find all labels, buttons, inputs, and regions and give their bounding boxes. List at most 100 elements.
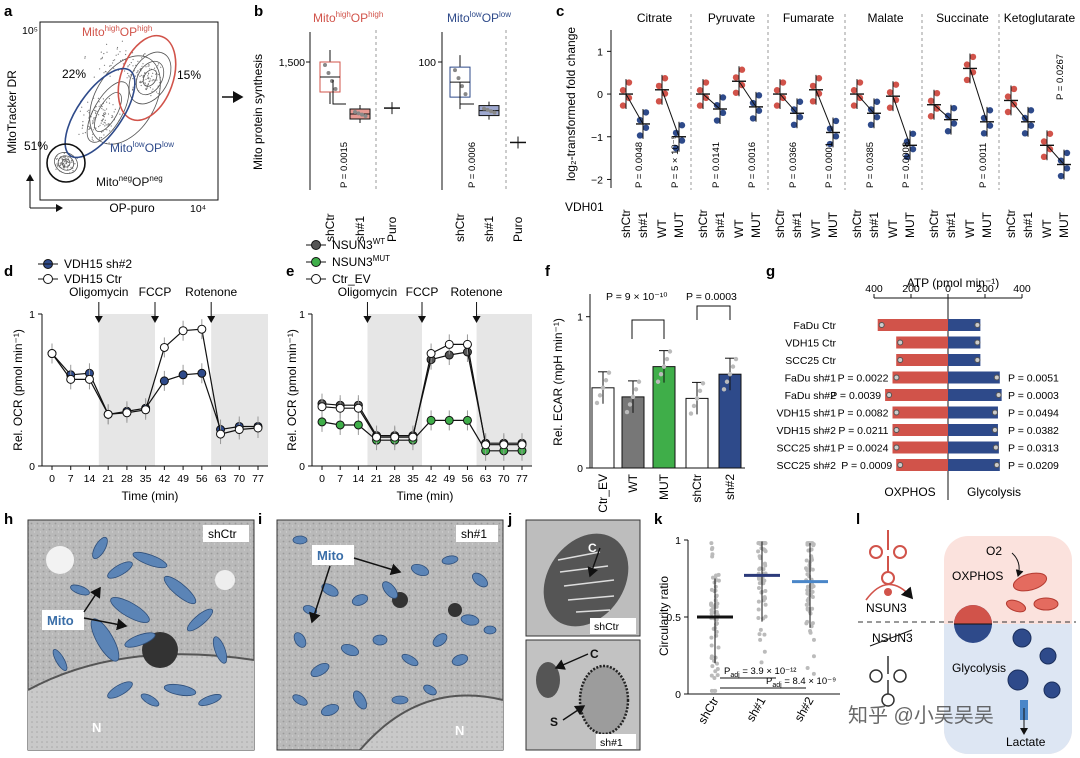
facs-dot	[109, 130, 111, 132]
ocr-x-tick-label: 70	[233, 473, 245, 485]
ocr-x-tick-label: 35	[407, 473, 419, 485]
c-category-label: WT	[809, 219, 823, 238]
c-data-point	[672, 129, 680, 137]
c-data-point	[886, 104, 894, 111]
c-category-label: MUT	[903, 211, 917, 238]
ocr-data-point	[84, 374, 94, 384]
facs-y-label: MitoTracker DR	[5, 70, 19, 154]
facs-dot	[134, 75, 137, 77]
g-glycolysis-bar	[948, 459, 1000, 471]
c-pvalue-mut: P = 0.0267	[1055, 54, 1066, 100]
k-data-point	[714, 629, 719, 634]
g-point	[995, 392, 1002, 398]
e-legend-marker-ev	[311, 274, 321, 284]
c-data-point	[619, 87, 627, 94]
facs-dot	[100, 137, 103, 139]
facs-dot	[126, 77, 128, 79]
ocr-x-tick-label: 63	[480, 473, 492, 485]
c-data-point	[856, 79, 864, 86]
panel-letter-k: k	[654, 511, 663, 528]
f-data-point	[727, 371, 733, 377]
mito-shape	[292, 694, 308, 706]
facs-dot	[149, 87, 151, 89]
c-data-point	[944, 112, 952, 120]
e-legend-marker-mut	[311, 257, 321, 267]
e-legend-label-mut: NSUN3MUT	[332, 254, 390, 269]
ocr-data-point	[141, 405, 151, 415]
facs-dot	[107, 124, 109, 126]
facs-dot	[98, 114, 100, 116]
facs-dot	[139, 68, 141, 70]
facs-dot	[88, 128, 90, 130]
f-category-label: Ctr_EV	[596, 474, 610, 513]
c-data-point	[619, 102, 627, 109]
k-data-point	[756, 576, 761, 581]
ocr-data-point	[426, 349, 436, 359]
c-data-point	[980, 130, 988, 137]
d-ocr-chart: 1 0 0 7 14 21 28 35 42 49 56 63 70 77 Oligomycin FCCP Ro…	[29, 285, 268, 485]
g-atp-chart: 400 200 0 200 400 FaDu Ctr VDH15 Ctr SCC25 Ctr F…	[776, 283, 1059, 500]
g-oxphos-bar	[885, 389, 948, 401]
facs-dot	[92, 129, 94, 131]
c-metabolite-title: Fumarate	[783, 11, 835, 25]
k-data-point	[712, 675, 717, 680]
c-data-point	[796, 98, 804, 105]
f-data-point	[721, 387, 727, 392]
ocr-drug-label: FCCP	[406, 285, 439, 299]
facs-dot	[95, 106, 97, 108]
facs-dot	[152, 79, 154, 81]
c-category-label: shCtr	[927, 209, 941, 238]
panel-c: log₂-transformed fold change 1 0 −1 −2 Citr…	[564, 11, 1076, 238]
facs-dot	[55, 168, 57, 170]
h-mito-label: Mito	[47, 613, 74, 628]
panel-letter-e: e	[286, 263, 294, 280]
facs-dot	[124, 70, 126, 72]
panel-f: Rel. ECAR (mpH min⁻¹) 1 0 Ctr_EV WT MUT shCtr…	[551, 291, 745, 513]
facs-dot	[152, 72, 154, 74]
k-pvalue-1: Padj = 3.9 × 10⁻¹²	[724, 666, 796, 679]
facs-dot	[145, 88, 147, 90]
facs-dot	[141, 57, 143, 59]
facs-contour	[57, 155, 75, 171]
ocr-x-tick-label: 70	[498, 473, 510, 485]
b-box-dot	[485, 107, 490, 112]
ocr-x-tick-label: 35	[140, 473, 152, 485]
facs-dot	[147, 83, 149, 85]
mito-shape	[340, 643, 360, 657]
k-data-point	[756, 549, 761, 554]
k-data-point	[808, 630, 813, 635]
facs-dot	[147, 84, 149, 86]
c-data-point	[886, 89, 894, 96]
c-data-point	[1057, 172, 1065, 180]
b-right-pvalue: P = 0.0006	[467, 142, 478, 188]
k-data-point	[804, 621, 809, 626]
k-data-point	[715, 667, 720, 672]
d-legend-label-sh2: VDH15 sh#2	[64, 257, 132, 271]
c-data-point	[950, 120, 958, 127]
g-x-tick-label: 0	[945, 283, 951, 295]
facs-dot	[140, 74, 142, 76]
facs-contour	[128, 51, 172, 105]
c-metabolite-title: Succinate	[936, 11, 989, 25]
facs-dot	[83, 114, 85, 116]
facs-dot	[93, 119, 95, 121]
c-connector	[892, 96, 911, 146]
facs-dot	[147, 77, 149, 79]
g-pvalue-left: P = 0.0082	[838, 408, 889, 420]
g-point	[974, 322, 981, 328]
panel-letter-c: c	[556, 3, 564, 20]
facs-dot	[67, 167, 69, 169]
b-box-dot	[360, 112, 364, 117]
c-data-point	[933, 90, 941, 97]
ocr-data-point	[216, 429, 226, 439]
k-category-label: sh#1	[743, 694, 768, 724]
mito-shape	[132, 551, 168, 569]
c-y-label: log₂-transformed fold change	[564, 27, 578, 181]
facs-dot	[92, 120, 94, 122]
f-data-point	[627, 402, 633, 407]
e-y-label: Rel. OCR (pmol min⁻¹)	[285, 329, 299, 451]
k-y-tick-label: 1	[675, 535, 681, 547]
facs-dot	[81, 106, 83, 108]
c-pvalue-mut: P = 5 × 10⁻⁵	[670, 135, 681, 188]
facs-dot	[106, 43, 108, 46]
